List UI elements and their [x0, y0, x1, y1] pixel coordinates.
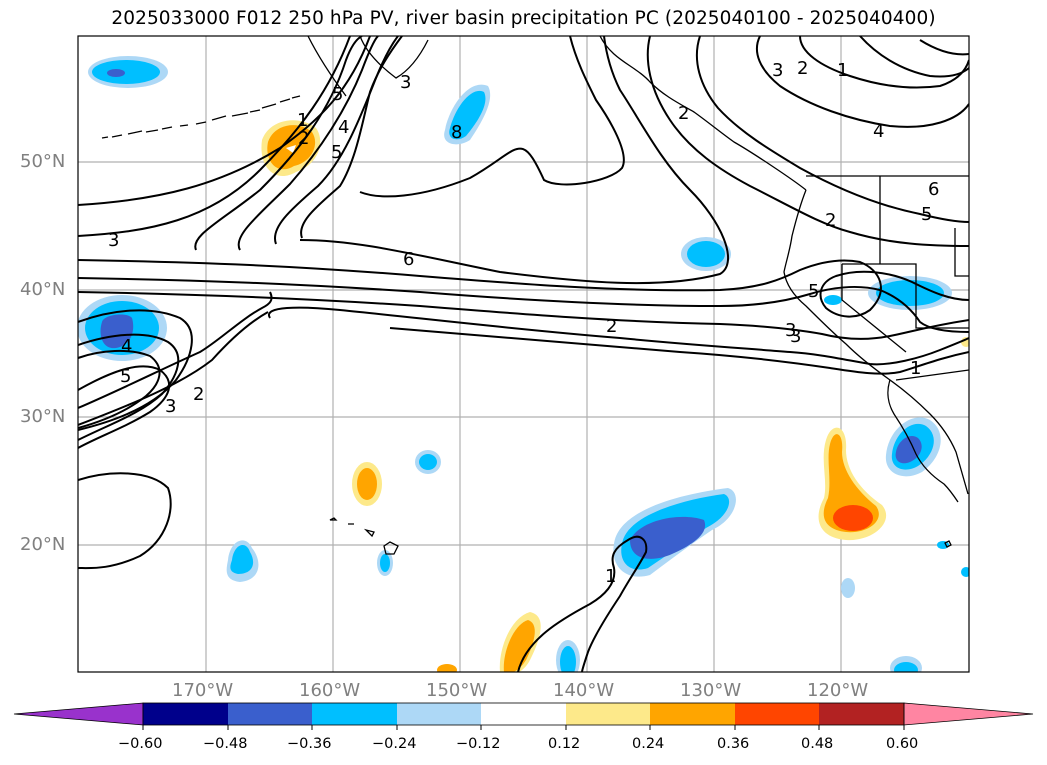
colorbar-tick-label: 0.24	[632, 736, 665, 752]
colorbar-bin	[566, 703, 650, 725]
contour-label: 5	[331, 142, 342, 163]
map-title: 2025033000 F012 250 hPa PV, river basin …	[111, 8, 936, 29]
colorbar-bin	[143, 703, 228, 725]
lon-label-120w: 120°W	[807, 680, 869, 701]
contour-label: 5	[921, 204, 932, 225]
precip-blob	[560, 646, 576, 672]
contour-label: 4	[338, 117, 349, 138]
colorbar-tick-label: −0.48	[203, 736, 248, 752]
colorbar	[13, 702, 1034, 730]
precip-blob	[419, 454, 437, 470]
colorbar-tick-label: 0.48	[801, 736, 834, 752]
precip-blob	[961, 567, 969, 577]
colorbar-bin	[735, 703, 819, 725]
lon-label-140w: 140°W	[553, 680, 615, 701]
colorbar-bin	[397, 703, 481, 725]
colorbar-tick-label: −0.60	[118, 736, 163, 752]
colorbar-extend-high	[903, 702, 1034, 726]
precip-blob	[841, 578, 855, 598]
contour-label: 3	[400, 72, 411, 93]
colorbar-bin	[481, 703, 566, 725]
precip-blob	[687, 241, 725, 267]
precip-blob	[630, 516, 706, 559]
contour-label: 2	[678, 103, 689, 124]
lat-label-20n: 20°N	[20, 534, 66, 555]
precip-blob	[380, 554, 390, 572]
precip-blob	[503, 620, 535, 672]
contour-label: 3	[165, 396, 176, 417]
contour-label: 4	[121, 336, 132, 357]
colorbar-bin	[228, 703, 312, 725]
contour-label: 8	[451, 122, 462, 143]
contour-label: 2	[606, 316, 617, 337]
contour-label: 4	[873, 121, 884, 142]
precip-blob	[107, 69, 125, 77]
contour-label: 1	[605, 566, 616, 587]
contour-label: 2	[298, 128, 309, 149]
precip-blob	[100, 314, 134, 349]
contour-label: 1	[297, 110, 308, 131]
contour-label: 6	[928, 179, 939, 200]
lon-label-150w: 150°W	[426, 680, 488, 701]
contour-label: 3	[785, 320, 796, 341]
map-border	[77, 35, 970, 673]
contour-label: 3	[108, 230, 119, 251]
colorbar-tick-label: −0.36	[287, 736, 332, 752]
colorbar-tick-label: 0.60	[886, 736, 919, 752]
contour-label: 2	[825, 210, 836, 231]
precip-blob	[833, 505, 873, 531]
coastlines	[101, 36, 969, 555]
contour-label: 2	[193, 384, 204, 405]
lon-label-130w: 130°W	[680, 680, 742, 701]
colorbar-tick-label: −0.24	[372, 736, 417, 752]
contour-label: 1	[910, 358, 921, 379]
lon-label-170w: 170°W	[172, 680, 234, 701]
precip-blob	[230, 545, 254, 574]
contour-label: 5	[120, 366, 131, 387]
colorbar-bin	[650, 703, 735, 725]
contour-label: 1	[837, 60, 848, 81]
precip-blob	[357, 468, 377, 500]
precip-shading	[78, 56, 969, 672]
contour-label: 3	[790, 326, 801, 347]
contour-label: 3	[772, 60, 783, 81]
lat-label-50n: 50°N	[20, 151, 66, 172]
lon-label-160w: 160°W	[299, 680, 361, 701]
map-area	[78, 36, 969, 672]
precip-blob	[895, 435, 922, 464]
colorbar-bin	[312, 703, 397, 725]
precip-blob	[449, 90, 486, 140]
contour-label: 2	[797, 58, 808, 79]
precip-blob	[286, 145, 296, 153]
colorbar-extend-low	[13, 702, 144, 726]
pv-contours	[78, 36, 969, 672]
contour-labels: 1 2 3 4 5 8 3 6 2 3 5 4 5 3 2 1 2 3 1 2 …	[108, 58, 939, 587]
precip-blob	[894, 662, 918, 672]
precip-blob	[437, 664, 457, 672]
precip-blob	[92, 60, 160, 84]
precip-blob	[824, 295, 842, 305]
colorbar-tick-label: −0.12	[456, 736, 501, 752]
lat-label-40n: 40°N	[20, 279, 66, 300]
colorbar-tick-label: 0.12	[548, 736, 581, 752]
lat-label-30n: 30°N	[20, 406, 66, 427]
contour-label: 5	[808, 281, 819, 302]
colorbar-frame	[142, 702, 905, 726]
precip-blob	[876, 280, 944, 306]
colorbar-tick-label: 0.36	[717, 736, 750, 752]
colorbar-bin	[819, 703, 904, 725]
contour-label: 5	[332, 84, 343, 105]
contour-label: 6	[403, 249, 414, 270]
